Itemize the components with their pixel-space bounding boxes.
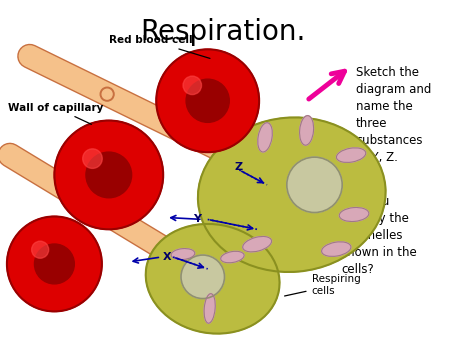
Circle shape (86, 152, 132, 198)
Text: Z: Z (234, 162, 243, 172)
Ellipse shape (300, 116, 314, 145)
Circle shape (32, 241, 49, 258)
Circle shape (198, 276, 208, 286)
Text: Y: Y (193, 214, 201, 224)
Text: Sketch the
diagram and
name the
three
substances
X, Y, Z.: Sketch the diagram and name the three su… (356, 66, 432, 164)
Text: Wall of capillary: Wall of capillary (8, 103, 104, 124)
Ellipse shape (220, 251, 244, 263)
Ellipse shape (171, 248, 195, 260)
Circle shape (112, 214, 126, 228)
Circle shape (181, 255, 225, 298)
Ellipse shape (146, 224, 279, 334)
Ellipse shape (337, 148, 366, 163)
Text: Red blood cell: Red blood cell (109, 35, 210, 58)
Circle shape (180, 127, 189, 137)
Circle shape (102, 89, 112, 99)
Circle shape (100, 87, 114, 101)
Ellipse shape (243, 237, 272, 252)
Circle shape (114, 216, 124, 226)
Circle shape (35, 244, 74, 284)
Ellipse shape (204, 294, 215, 323)
Text: Can you
identify the
organelles
shown in the
cells?: Can you identify the organelles shown in… (341, 195, 417, 276)
Circle shape (54, 121, 163, 229)
Ellipse shape (322, 242, 351, 257)
Circle shape (7, 216, 102, 311)
Circle shape (57, 181, 71, 195)
Circle shape (287, 157, 342, 213)
Circle shape (83, 149, 102, 168)
Ellipse shape (198, 117, 386, 272)
Circle shape (186, 79, 230, 122)
Circle shape (183, 76, 202, 95)
Circle shape (59, 183, 69, 193)
Circle shape (178, 125, 192, 139)
Text: Respiration.: Respiration. (140, 18, 305, 46)
Circle shape (297, 195, 306, 204)
Circle shape (196, 274, 210, 288)
Ellipse shape (258, 123, 272, 152)
Text: X: X (163, 252, 172, 262)
Circle shape (156, 49, 259, 152)
Ellipse shape (339, 208, 369, 221)
Text: Respiring
cells: Respiring cells (284, 274, 360, 296)
Circle shape (295, 193, 309, 207)
